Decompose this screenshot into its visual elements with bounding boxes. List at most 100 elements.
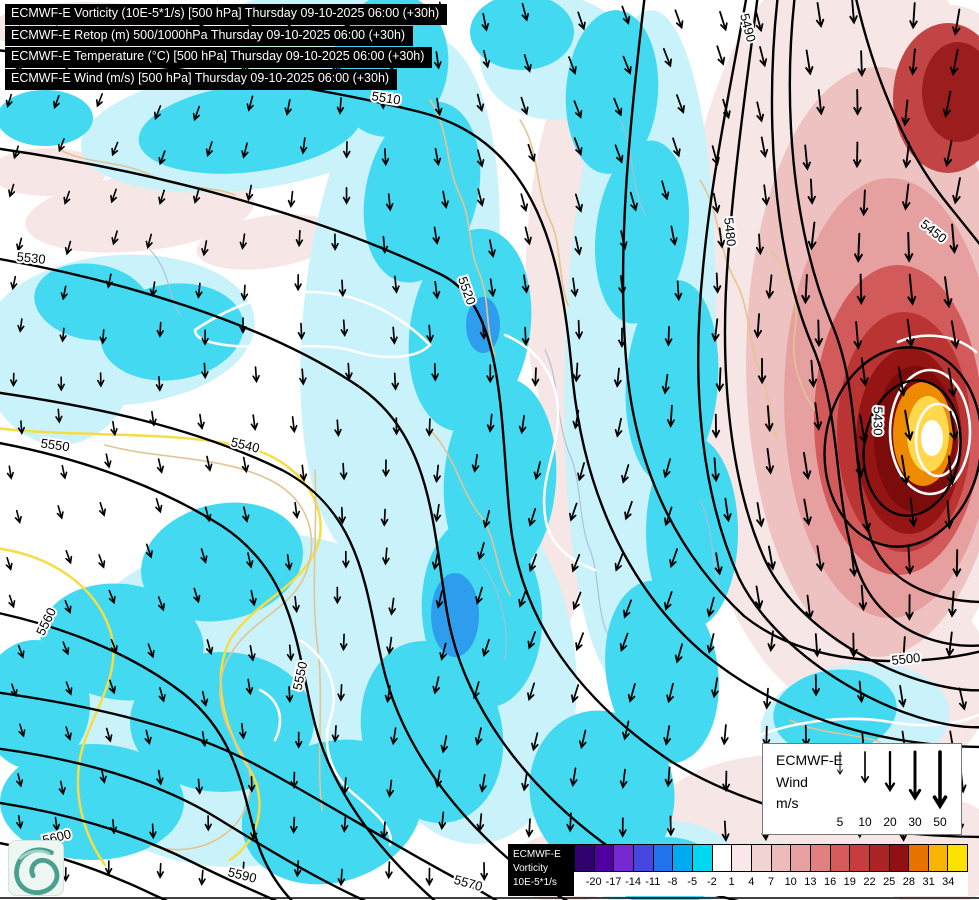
wind-arrow [52,94,60,110]
wind-arrow [805,594,814,620]
wind-arrow [527,682,536,702]
wind-arrow [64,599,72,614]
wind-arrow [621,464,630,484]
wind-arrow [572,409,581,430]
wind-arrow [573,137,583,157]
wind-arrow [907,273,917,306]
wind-arrow [109,818,118,835]
wind-arrow [952,177,961,205]
wind-arrow [717,227,726,249]
wind-arrow [613,97,623,117]
wind-arrow [573,100,583,119]
wind-arrow [952,549,962,578]
wind-arrow [285,685,294,704]
wind-arrow [294,273,302,292]
wind-arrow [156,458,165,474]
wind-arrow [521,2,530,22]
wind-arrow [767,630,776,653]
colorbar-swatch [751,845,772,871]
wind-arrow [157,596,166,612]
wind-arrow [721,820,730,842]
wind-arrow [391,372,400,391]
colorbar-swatch [869,845,890,871]
wind-arrow [477,188,485,207]
wind-arrow [853,89,862,116]
wind-arrow [764,405,774,433]
wind-arrow [6,465,14,480]
wind-arrow [902,141,912,169]
wind-arrow [577,462,585,482]
wind-arrow [97,372,105,388]
white-borders-layer [193,290,979,847]
wind-arrow [149,823,157,840]
wind-arrow [340,319,349,338]
colorbar-swatch [830,845,851,871]
wind-arrow [246,95,254,112]
wind-arrow [666,683,674,704]
wind-arrow [528,553,538,573]
wind-arrow [60,285,68,301]
wind-arrow [858,584,868,612]
wind-arrow [99,768,107,784]
wind-arrow [5,557,13,571]
wind-arrow [761,184,770,206]
colorbar-swatch [889,845,910,871]
colorbar-swatch [633,845,654,871]
wind-arrow [299,464,308,482]
wind-arrow [388,597,397,616]
wind-arrow [753,313,763,339]
wind-arrow [518,414,527,435]
wind-arrow [341,777,349,795]
wind-arrow [857,680,865,704]
wind-arrow [205,455,213,472]
wind-legend-sample-arrow [860,751,870,784]
wind-arrow [904,409,914,442]
wind-arrow [342,140,351,159]
wind-arrow [722,770,731,793]
wind-arrow [201,329,209,346]
wind-arrow [575,632,584,652]
colorbar-swatch [653,845,674,871]
contour-label: 5530 [16,249,46,267]
contour-label: 5550 [40,436,71,455]
wind-arrow [342,186,351,205]
colorbar-model: ECMWF-E [513,849,561,860]
wind-arrow [98,501,107,517]
wind-arrow [158,687,166,703]
wind-arrow [669,548,678,569]
wind-arrow [12,145,20,160]
wind-arrow [476,813,485,833]
wind-arrow [477,542,485,561]
wind-arrow [569,767,578,788]
wind-arrow [144,729,152,746]
colorbar-tick-label: -20 [585,876,602,888]
wind-arrow [99,329,107,345]
wind-arrow [62,641,70,656]
wind-arrow [944,500,954,530]
wind-arrow [715,367,724,393]
wind-legend-speed-label: 20 [883,815,897,829]
wind-arrow [663,725,672,746]
wind-arrow [57,376,65,392]
wind-arrow [664,325,673,347]
wind-arrow [292,501,301,520]
wind-arrow [392,417,401,436]
wind-arrow [198,869,206,887]
wind-arrow [756,101,765,123]
wind-arrow [250,414,259,432]
wind-arrow [570,277,579,298]
wind-arrow [765,274,774,300]
colorbar-tick-label: -5 [687,876,698,888]
wind-legend-speed-label: 5 [837,815,844,829]
wind-arrow [158,150,166,166]
wind-arrow [385,193,394,212]
wind-arrow [947,455,956,486]
wind-arrow [801,274,811,305]
wind-arrow [533,461,542,481]
colorbar-tick-label: 19 [843,876,856,888]
wind-arrow [674,280,683,302]
colorbar-variable: Vorticity [513,863,549,874]
colorbar-swatch [791,845,811,871]
wind-legend-speed-label: 50 [933,815,947,829]
wind-arrow [195,778,203,795]
